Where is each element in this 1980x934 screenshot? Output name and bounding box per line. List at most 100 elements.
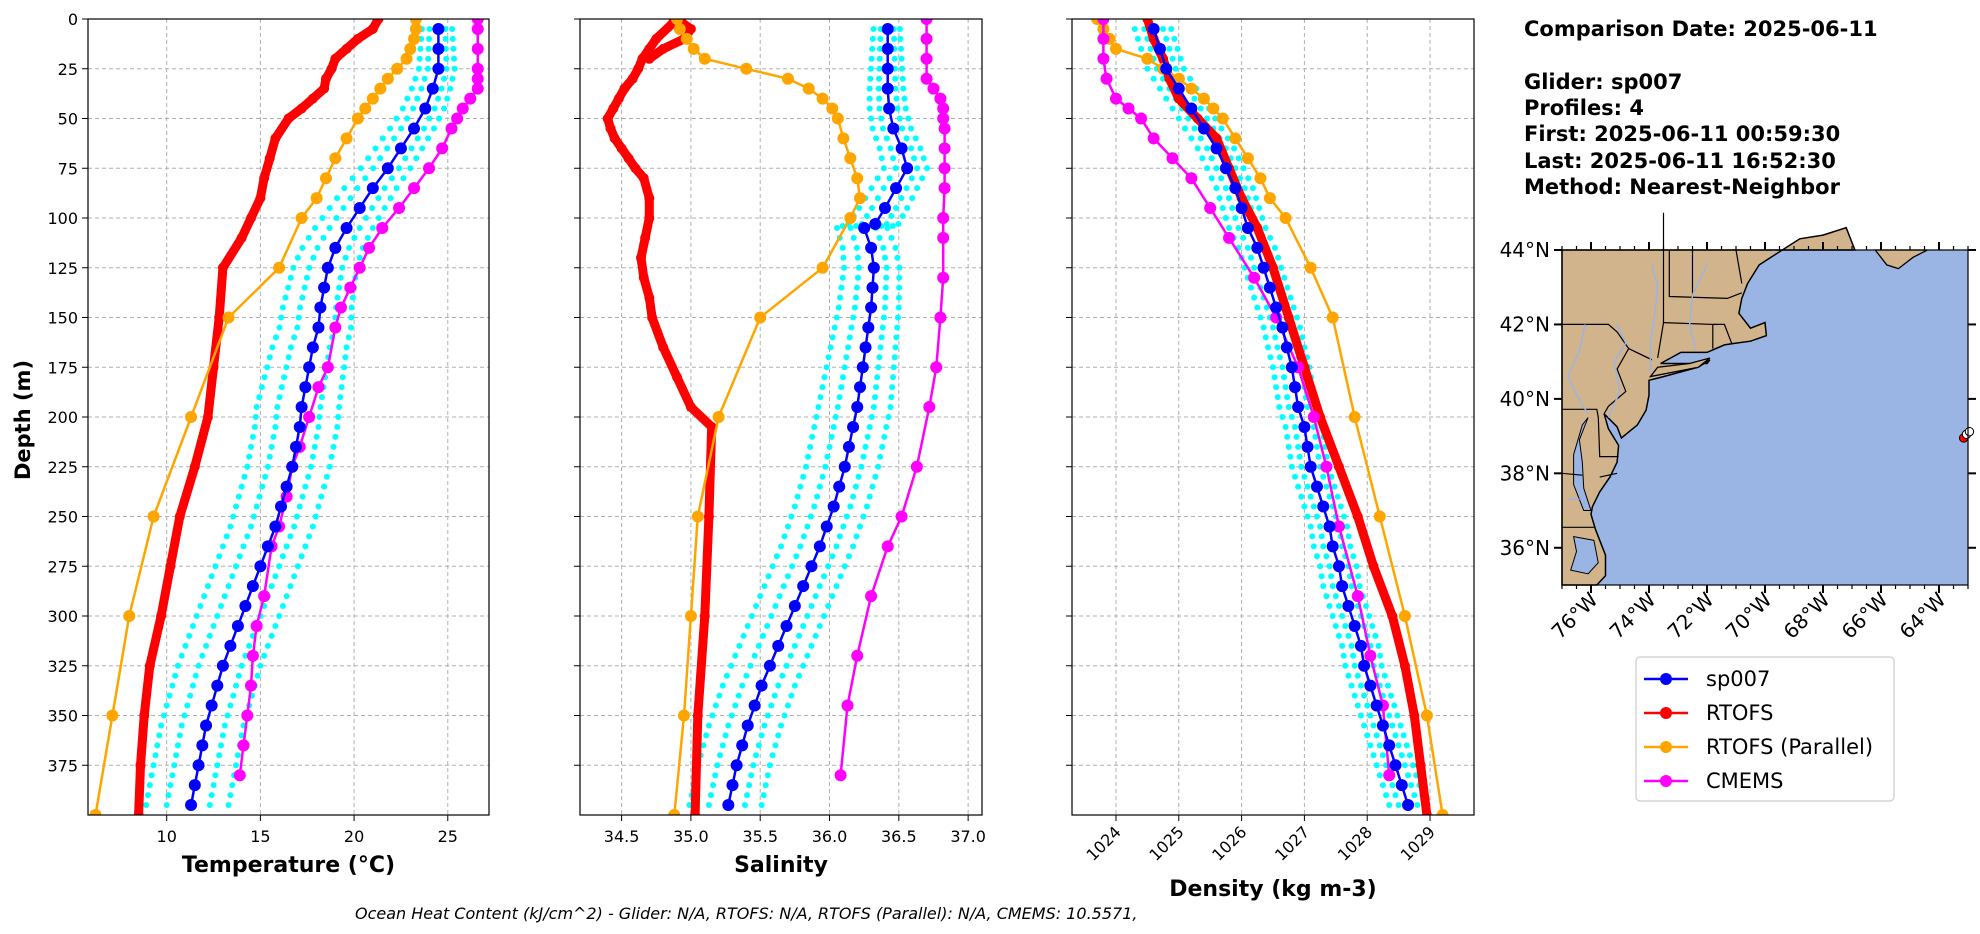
data-point <box>616 143 627 154</box>
glider-profile-point <box>303 274 310 281</box>
glider-profile-point <box>354 185 361 192</box>
glider-profile-point <box>757 593 764 600</box>
glider-profile-point <box>1208 175 1215 182</box>
glider-profile-point <box>337 274 344 281</box>
data-point <box>295 212 308 224</box>
legend-label: RTOFS (Parallel) <box>1706 735 1873 759</box>
map-lat-ticks: 44°N 42°N 40°N 38°N 36°N <box>1500 238 1976 560</box>
data-point <box>847 420 860 433</box>
glider-profile-point <box>890 155 897 162</box>
data-point <box>303 411 316 423</box>
data-point <box>205 699 218 712</box>
glider-profile-point <box>902 105 909 112</box>
data-point <box>740 62 753 75</box>
glider-profile-point <box>881 304 888 311</box>
glider-profile-point <box>1364 702 1371 709</box>
data-point <box>409 22 422 35</box>
glider-profile-point <box>339 264 346 271</box>
glider-profile-point <box>1278 264 1285 271</box>
data-point <box>673 22 686 35</box>
glider-profile-point <box>1231 145 1238 152</box>
data-point <box>456 102 469 115</box>
glider-profile-point <box>833 543 840 550</box>
plot-area <box>1091 19 1449 815</box>
glider-profile-point <box>272 334 279 341</box>
data-point <box>831 112 844 125</box>
data-point <box>340 221 353 234</box>
glider-profile-point <box>743 672 750 679</box>
data-point <box>1389 759 1402 772</box>
glider-profile-point <box>1326 563 1333 570</box>
glider-profile-point <box>877 344 884 351</box>
glider-profile-point <box>1414 802 1421 809</box>
glider-profile-point <box>418 85 425 92</box>
series-rtofs-parallel- <box>668 19 867 815</box>
glider-profile-point <box>1279 364 1286 371</box>
glider-profile-point <box>278 384 285 391</box>
glider-profile-point <box>880 185 887 192</box>
glider-profile-point <box>1244 244 1251 251</box>
glider-profile-point <box>206 802 213 809</box>
glider-profile-point <box>426 35 433 42</box>
data-point <box>1223 231 1236 244</box>
glider-profile-point <box>1379 752 1386 759</box>
lon-tick-label: 76°W <box>1547 587 1603 643</box>
data-point <box>858 221 871 234</box>
glider-profile-point <box>739 682 746 689</box>
glider-profile-point <box>705 722 712 729</box>
glider-profile-point <box>879 125 886 132</box>
glider-profile-point <box>854 254 861 261</box>
glider-profile-point <box>1248 284 1255 291</box>
glider-profile-point <box>1398 752 1405 759</box>
glider-profile-point <box>766 762 773 769</box>
glider-profile-point <box>866 423 873 430</box>
data-point <box>937 102 950 115</box>
glider-profile-point <box>156 732 163 739</box>
glider-profile-point <box>372 145 379 152</box>
glider-profile-point <box>893 334 900 341</box>
glider-profile-point <box>1329 613 1336 619</box>
data-point <box>1185 82 1198 95</box>
info-block: Comparison Date: 2025-06-11 Glider: sp00… <box>1524 17 1878 199</box>
glider-profile-point <box>709 712 716 719</box>
data-point <box>1210 142 1223 155</box>
glider-profile-point <box>236 553 243 560</box>
glider-profile-point <box>880 165 887 172</box>
x-tick-label: 10 <box>157 827 177 846</box>
data-point <box>233 769 246 782</box>
glider-profile-point <box>311 443 318 450</box>
glider-profile-point <box>302 483 309 490</box>
data-point <box>748 699 761 712</box>
glider-profile-point <box>725 722 732 729</box>
glider-profile-point <box>1339 642 1346 649</box>
glider-profile-point <box>298 553 305 560</box>
data-point <box>866 281 879 294</box>
glider-profile-point <box>889 222 896 229</box>
glider-profile-point <box>1185 115 1192 122</box>
glider-profile-point <box>807 513 814 520</box>
glider-profile-point <box>268 583 275 590</box>
glider-profile-point <box>1284 433 1291 440</box>
glider-profile-point <box>287 274 294 281</box>
glider-profile-point <box>816 583 823 590</box>
glider-profile-point <box>719 682 726 689</box>
data-point <box>320 73 331 84</box>
data-point <box>802 82 815 95</box>
glider-profile-point <box>1285 443 1292 450</box>
glider-profile-point <box>1245 175 1252 182</box>
data-point <box>123 610 136 622</box>
glider-profile-point <box>192 672 199 679</box>
glider-profile-point <box>310 254 317 261</box>
glider-profile-point <box>853 533 860 540</box>
lat-tick-label: 42°N <box>1500 312 1550 336</box>
glider-profile-point <box>326 205 333 212</box>
glider-profile-point <box>1310 503 1317 510</box>
glider-profile-point <box>1295 443 1302 450</box>
data-point <box>685 23 696 34</box>
y-tick-label: 100 <box>47 209 78 228</box>
data-point <box>89 809 102 815</box>
glider-profile-point <box>225 583 232 590</box>
glider-profile-point <box>1298 493 1305 500</box>
glider-profile-point <box>898 55 905 62</box>
glider-profile-point <box>1320 473 1327 480</box>
